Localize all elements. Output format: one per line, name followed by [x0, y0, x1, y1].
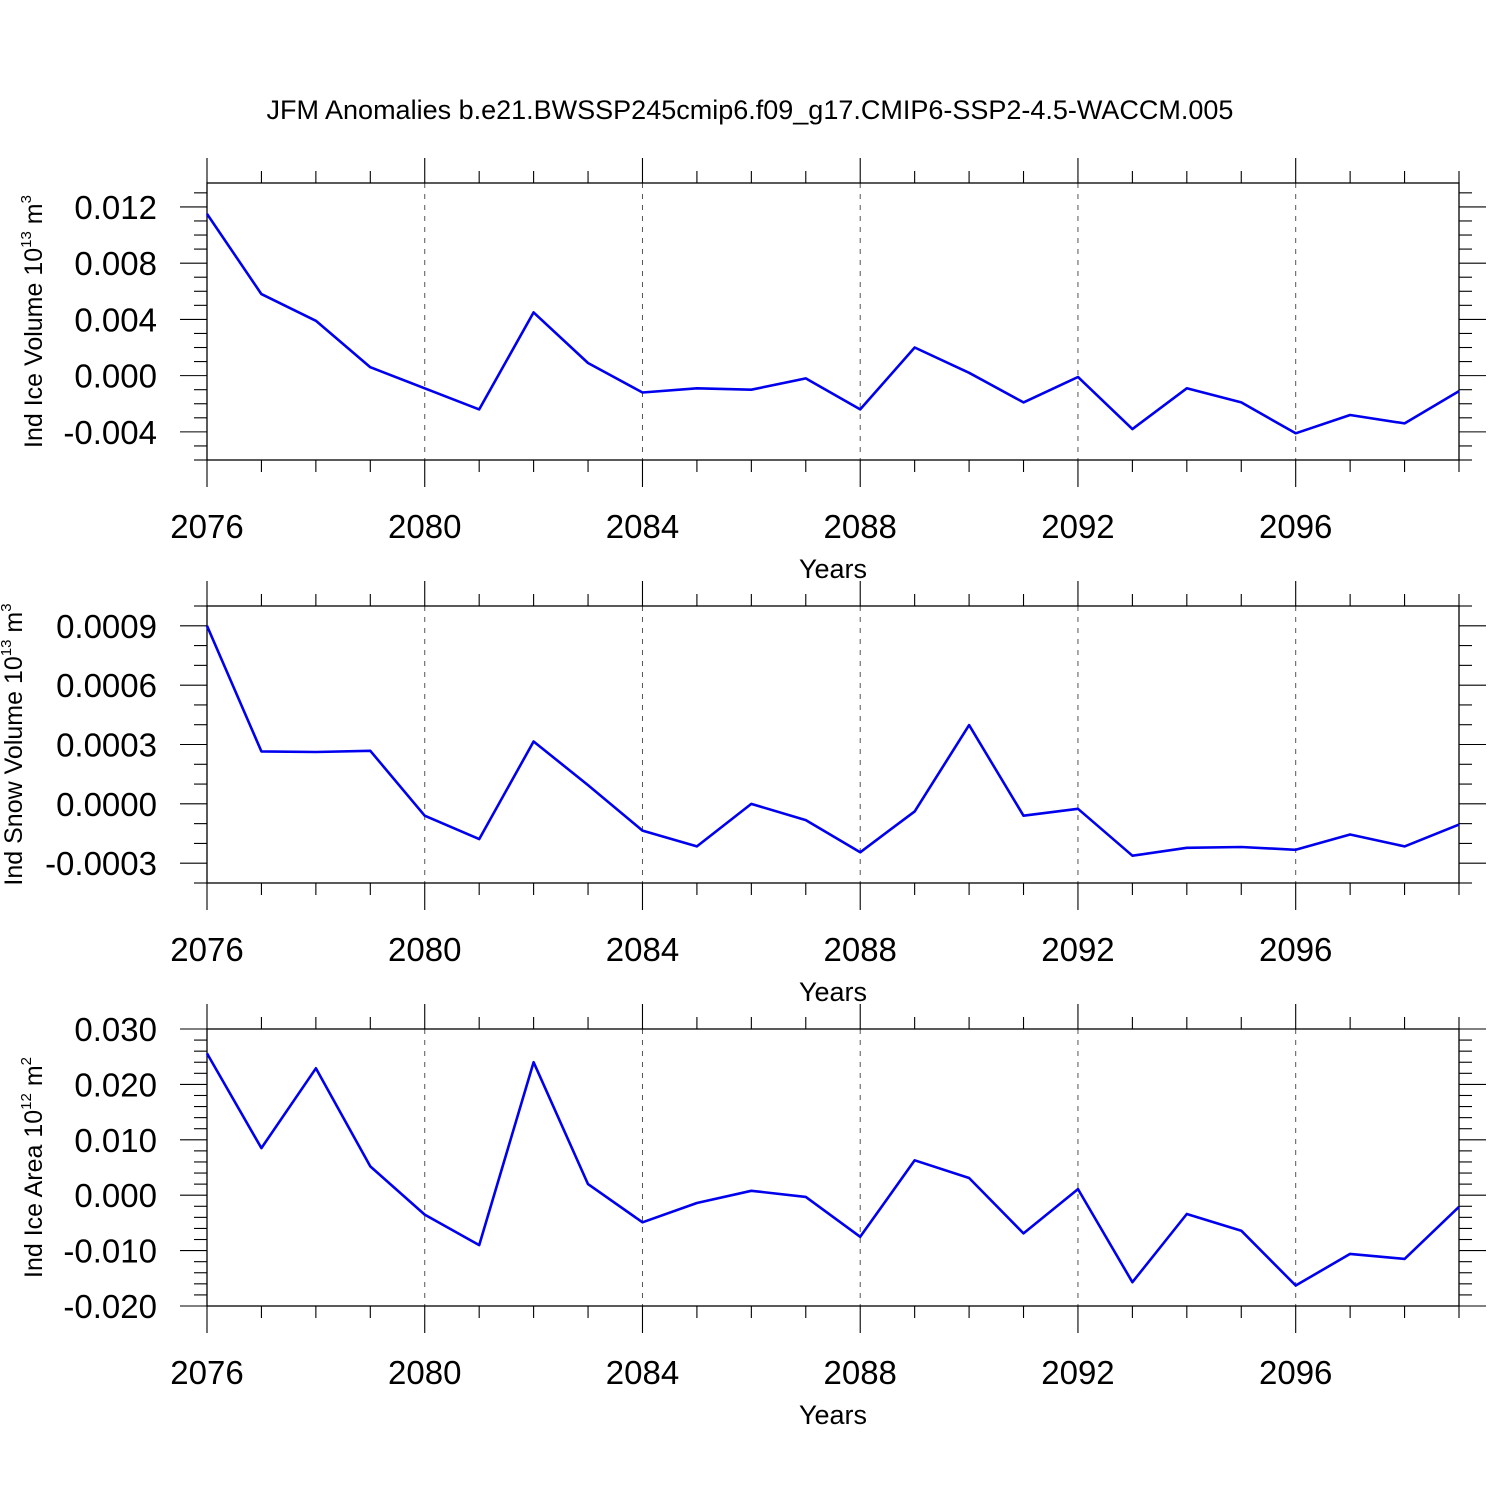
y-axis-title-unit: m [0, 612, 28, 640]
x-tick-label: 2076 [170, 508, 243, 545]
x-tick-label: 2092 [1041, 931, 1114, 968]
y-tick-label: 0.030 [74, 1011, 157, 1048]
y-axis-title-exponent: 13 [18, 231, 35, 248]
x-tick-label: 2084 [606, 508, 679, 545]
x-tick-label: 2096 [1259, 1354, 1332, 1391]
y-axis-title-text: Ind Ice Area 10 [20, 1110, 48, 1278]
panel-1: 0.012 0.008 0.004 0.000 -0.004 2076 2080 2084 20… [18, 158, 1486, 584]
panel-2: 0.0009 0.0006 0.0003 0.0000 -0.0003 2076 2080 2… [0, 581, 1486, 1007]
x-tick-label: 2088 [824, 931, 897, 968]
y-tick-label: 0.0006 [56, 667, 157, 704]
y-axis-title-unit-exponent: 2 [18, 1057, 35, 1065]
y-tick-label: -0.004 [63, 414, 157, 451]
y-tick-label: -0.020 [63, 1288, 157, 1325]
series-line [205, 625, 1460, 858]
x-tick-label: 2088 [824, 508, 897, 545]
y-axis-title-unit-exponent: 3 [0, 603, 15, 611]
plot-frame [206, 182, 1460, 461]
y-axis-title-text: Ind Snow Volume 10 [0, 656, 28, 885]
y-axis-title: Ind Ice Volume 1013 m3 [18, 195, 48, 448]
x-tick-label: 2092 [1041, 508, 1114, 545]
y-tick-label: 0.0009 [56, 608, 157, 645]
y-tick-label: 0.010 [74, 1122, 157, 1159]
y-tick-label: 0.0000 [56, 786, 157, 823]
y-tick-label: 0.0003 [56, 727, 157, 764]
x-tick-label: 2080 [388, 1354, 461, 1391]
series-line [205, 213, 1460, 435]
x-axis-title: Years [799, 977, 867, 1007]
y-tick-label: 0.000 [74, 1177, 157, 1214]
y-tick-label: 0.008 [74, 245, 157, 282]
x-tick-label: 2092 [1041, 1354, 1114, 1391]
y-axis-title-unit-exponent: 3 [18, 195, 35, 203]
y-tick-label: 0.000 [74, 358, 157, 395]
y-axis-title-text: Ind Ice Volume 10 [20, 248, 48, 448]
series-line [205, 1052, 1460, 1287]
y-tick-label: 0.004 [74, 301, 157, 338]
chart-title: JFM Anomalies b.e21.BWSSP245cmip6.f09_g1… [267, 95, 1234, 125]
x-tick-label: 2096 [1259, 508, 1332, 545]
x-tick-label: 2096 [1259, 931, 1332, 968]
y-axis-title: Ind Ice Area 1012 m2 [18, 1057, 48, 1278]
x-tick-label: 2076 [170, 1354, 243, 1391]
y-axis-title-unit: m [20, 203, 48, 231]
y-axis-title-exponent: 12 [18, 1093, 35, 1110]
plot-frame [206, 605, 1460, 884]
y-axis-title-unit: m [20, 1065, 48, 1093]
y-tick-label: -0.010 [63, 1233, 157, 1270]
x-tick-label: 2076 [170, 931, 243, 968]
y-axis-title-exponent: 13 [0, 640, 15, 657]
x-tick-label: 2084 [606, 931, 679, 968]
x-tick-label: 2084 [606, 1354, 679, 1391]
x-axis-title: Years [799, 554, 867, 584]
x-axis-title: Years [799, 1400, 867, 1430]
y-tick-label: -0.0003 [45, 845, 157, 882]
x-tick-label: 2080 [388, 931, 461, 968]
y-tick-label: 0.020 [74, 1066, 157, 1103]
y-tick-label: 0.012 [74, 189, 157, 226]
y-axis-title: Ind Snow Volume 1013 m3 [0, 603, 28, 885]
panel-3: 0.030 0.020 0.010 0.000 -0.010 -0.020 2076 2080… [18, 1004, 1486, 1430]
plot-frame [206, 1028, 1460, 1307]
x-tick-label: 2080 [388, 508, 461, 545]
x-tick-label: 2088 [824, 1354, 897, 1391]
